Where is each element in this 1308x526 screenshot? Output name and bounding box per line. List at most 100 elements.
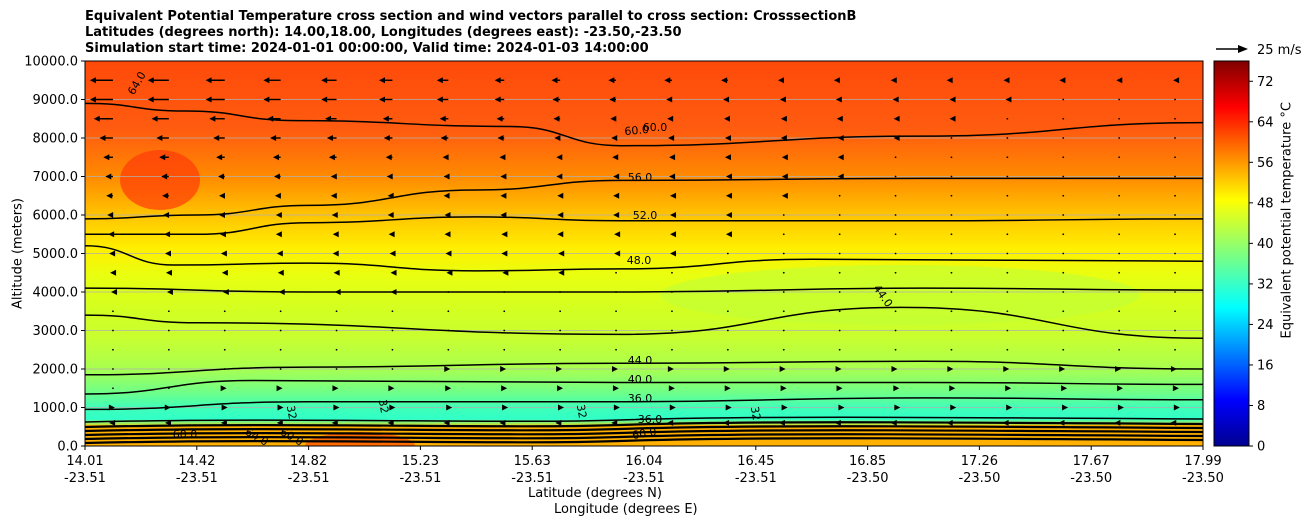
- wind-vector: [163, 212, 170, 218]
- wind-vector: [1118, 329, 1121, 332]
- wind-vector: [838, 291, 841, 293]
- wind-vector: [670, 212, 677, 218]
- wind-vector: [331, 212, 338, 218]
- wind-vector: [724, 115, 731, 122]
- wind-vector: [223, 329, 226, 332]
- wind-vector: [335, 329, 338, 332]
- wind-vector-head: [838, 404, 845, 411]
- wind-vector-head: [109, 250, 116, 257]
- wind-vector-head: [273, 173, 280, 180]
- wind-vector-head: [892, 96, 899, 103]
- wind-vector: [335, 348, 338, 351]
- wind-vector-head: [216, 154, 223, 161]
- wind-vector: [615, 291, 617, 293]
- wind-vector-head: [834, 419, 841, 426]
- wind-vector: [894, 175, 897, 178]
- wind-vector-head: [209, 115, 216, 122]
- wind-vector-head: [724, 154, 731, 161]
- contour-label: 60.0: [643, 121, 668, 134]
- wind-vector: [950, 233, 953, 236]
- x-tick-label-lon: -23.51: [735, 471, 777, 486]
- wind-vector-head: [891, 366, 898, 372]
- wind-vector: [499, 419, 506, 426]
- wind-vector: [443, 419, 450, 426]
- wind-vector: [387, 192, 394, 199]
- contour-label: 52.0: [633, 209, 658, 222]
- wind-vector: [947, 366, 954, 372]
- surface-contour-band: [85, 416, 1203, 445]
- wind-vector: [1062, 329, 1065, 332]
- wind-vector-head: [664, 77, 671, 84]
- title-line-1: Equivalent Potential Temperature cross s…: [85, 9, 857, 24]
- wind-vector: [613, 192, 620, 199]
- contour-label: 36.0: [628, 392, 653, 405]
- colorbar-label: Equivalent potential temperature °C: [1279, 102, 1295, 339]
- wind-vector: [779, 366, 786, 372]
- wind-vector-head: [276, 385, 283, 392]
- wind-vector-head: [668, 135, 675, 141]
- wind-vector: [782, 233, 785, 236]
- wind-vector: [611, 135, 618, 141]
- wind-vector: [1174, 329, 1176, 332]
- wind-vector-head: [442, 154, 449, 161]
- wind-vector-head: [501, 250, 508, 257]
- wind-vector-head: [781, 154, 788, 161]
- colorbar-tick-label: 0: [1257, 440, 1265, 455]
- wind-vector-head: [386, 173, 393, 180]
- wind-vector-head: [270, 135, 277, 141]
- wind-vector: [1006, 233, 1009, 236]
- wind-vector-head: [276, 419, 283, 426]
- wind-vector-head: [724, 135, 731, 141]
- wind-vector: [838, 329, 841, 332]
- wind-vector: [1062, 117, 1065, 120]
- x-tick-label-lat: 14.82: [290, 454, 327, 469]
- x-tick-label-lat: 17.99: [1184, 454, 1221, 469]
- y-tick-label: 0.0: [57, 440, 78, 455]
- contour-line: [85, 397, 1203, 411]
- contour-label: 56.0: [628, 171, 653, 184]
- wind-vector-head: [147, 77, 154, 84]
- wind-vector: [205, 77, 225, 84]
- wind-vector: [502, 404, 509, 411]
- wind-vector-head: [205, 77, 212, 84]
- wind-vector: [1172, 385, 1179, 392]
- y-tick-label: 9000.0: [33, 93, 79, 108]
- wind-vector: [156, 135, 169, 141]
- wind-vector: [670, 250, 677, 257]
- wind-vector-head: [220, 419, 227, 426]
- wind-vector: [838, 348, 841, 351]
- wind-vector-head: [108, 231, 115, 238]
- wind-vector-head: [220, 250, 227, 257]
- wind-vector: [391, 348, 394, 351]
- wind-vector: [558, 269, 565, 276]
- x-tick-label-lon: -23.50: [958, 471, 1000, 486]
- wind-vector: [1006, 310, 1009, 313]
- wind-vector: [446, 269, 453, 276]
- wind-vector: [164, 404, 171, 411]
- wind-vector-head: [147, 96, 154, 103]
- title-line-2: Latitudes (degrees north): 14.00,18.00, …: [85, 25, 682, 40]
- wind-vector-head: [552, 96, 559, 103]
- wind-vector-head: [497, 135, 504, 141]
- wind-vector: [276, 385, 283, 392]
- wind-vector-head: [558, 269, 565, 276]
- wind-vector: [221, 269, 228, 276]
- wind-vector-head: [221, 269, 228, 276]
- wind-vector: [108, 231, 115, 238]
- wind-vector-head: [213, 135, 220, 141]
- wind-vector: [946, 419, 953, 426]
- x-tick-label-lon: -23.50: [847, 471, 889, 486]
- wind-vector: [1118, 137, 1121, 139]
- wind-vector: [263, 77, 281, 84]
- wind-vector: [838, 271, 841, 274]
- wind-vector-head: [781, 173, 788, 180]
- x-tick-label-lon: -23.50: [1182, 471, 1224, 486]
- wind-vector-head: [379, 77, 386, 84]
- contour-label: 48.0: [627, 254, 652, 267]
- wind-vector: [503, 348, 506, 351]
- wind-vector-head: [780, 135, 787, 141]
- wind-vector: [332, 231, 339, 238]
- wind-vector-head: [781, 404, 788, 411]
- wind-vector-head: [164, 231, 171, 238]
